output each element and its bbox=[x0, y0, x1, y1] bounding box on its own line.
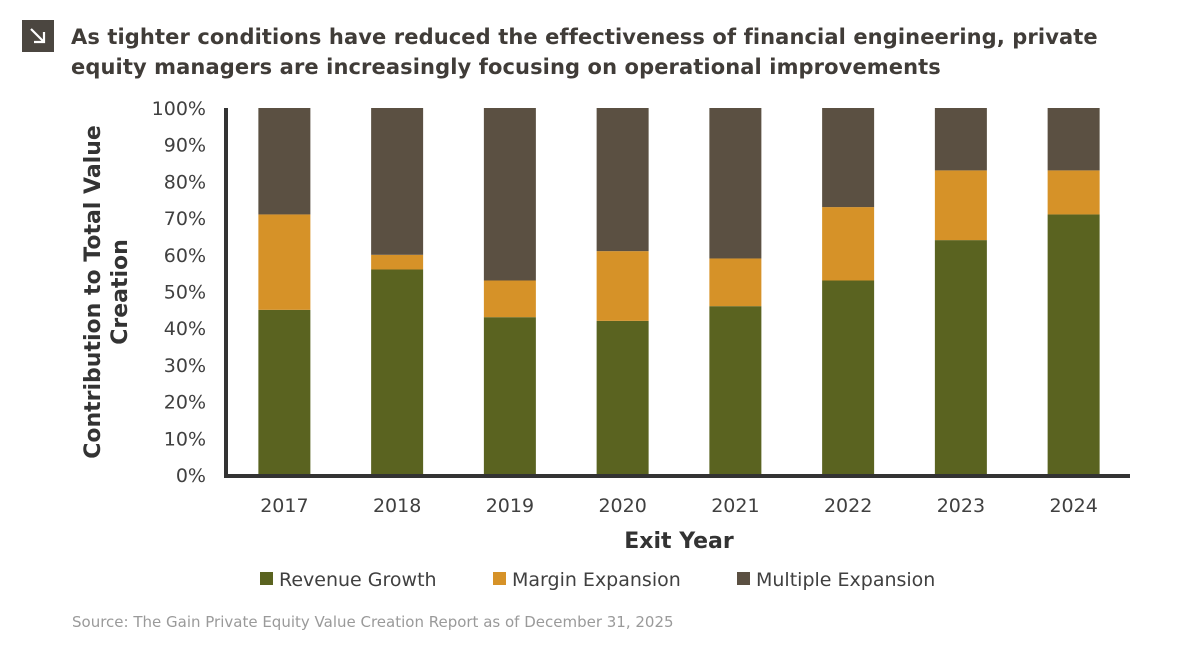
x-tick-label: 2024 bbox=[1049, 495, 1097, 517]
legend-swatch bbox=[493, 572, 506, 585]
y-tick-label: 100% bbox=[152, 98, 206, 120]
bar-multiple-expansion-2020 bbox=[596, 108, 649, 252]
x-axis-title: Exit Year bbox=[624, 529, 734, 554]
bar-multiple-expansion-2023 bbox=[934, 108, 987, 171]
bar-multiple-expansion-2021 bbox=[709, 108, 762, 259]
y-tick-label: 10% bbox=[164, 428, 206, 450]
bar-margin-expansion-2017 bbox=[258, 214, 311, 310]
bar-revenue-growth-2024 bbox=[1047, 214, 1100, 475]
y-tick-label: 70% bbox=[164, 208, 206, 230]
bar-margin-expansion-2020 bbox=[596, 251, 649, 321]
bar-revenue-growth-2020 bbox=[596, 320, 649, 475]
legend-label: Revenue Growth bbox=[279, 569, 437, 591]
legend-swatch bbox=[260, 572, 273, 585]
x-tick-label: 2020 bbox=[598, 495, 646, 517]
y-axis-title-line: Creation bbox=[108, 239, 133, 345]
y-tick-label: 30% bbox=[164, 355, 206, 377]
chart-title: As tighter conditions have reduced the e… bbox=[71, 25, 1098, 79]
bar-margin-expansion-2021 bbox=[709, 258, 762, 307]
bar-margin-expansion-2019 bbox=[483, 280, 536, 318]
y-tick-label: 60% bbox=[164, 245, 206, 267]
x-tick-label: 2018 bbox=[373, 495, 421, 517]
bar-multiple-expansion-2024 bbox=[1047, 108, 1100, 171]
y-tick-label: 0% bbox=[176, 465, 206, 487]
bar-multiple-expansion-2019 bbox=[483, 108, 536, 281]
bar-revenue-growth-2019 bbox=[483, 317, 536, 475]
y-axis-title-line: Contribution to Total Value bbox=[81, 125, 106, 459]
legend-label: Multiple Expansion bbox=[756, 569, 935, 591]
y-axis-title: Contribution to Total ValueCreation bbox=[81, 125, 133, 459]
bar-margin-expansion-2022 bbox=[822, 207, 875, 281]
bar-revenue-growth-2022 bbox=[822, 280, 875, 475]
bar-margin-expansion-2018 bbox=[371, 254, 424, 270]
x-tick-label: 2019 bbox=[486, 495, 534, 517]
bar-multiple-expansion-2022 bbox=[822, 108, 875, 208]
arrow-down-right-icon bbox=[22, 20, 54, 52]
bar-revenue-growth-2023 bbox=[934, 240, 987, 475]
bar-revenue-growth-2018 bbox=[371, 269, 424, 475]
bar-margin-expansion-2024 bbox=[1047, 170, 1100, 215]
y-tick-label: 20% bbox=[164, 392, 206, 414]
legend-label: Margin Expansion bbox=[512, 569, 681, 591]
legend-swatch bbox=[737, 572, 750, 585]
bar-multiple-expansion-2018 bbox=[371, 108, 424, 255]
bar-revenue-growth-2021 bbox=[709, 306, 762, 475]
y-tick-label: 80% bbox=[164, 171, 206, 193]
y-tick-label: 90% bbox=[164, 135, 206, 157]
y-tick-label: 50% bbox=[164, 282, 206, 304]
source-note: Source: The Gain Private Equity Value Cr… bbox=[72, 613, 674, 631]
x-tick-label: 2022 bbox=[824, 495, 872, 517]
bar-revenue-growth-2017 bbox=[258, 309, 311, 475]
bar-multiple-expansion-2017 bbox=[258, 108, 311, 215]
x-tick-label: 2021 bbox=[711, 495, 759, 517]
y-tick-label: 40% bbox=[164, 318, 206, 340]
bar-margin-expansion-2023 bbox=[934, 170, 987, 241]
x-tick-label: 2023 bbox=[937, 495, 985, 517]
x-tick-label: 2017 bbox=[260, 495, 308, 517]
